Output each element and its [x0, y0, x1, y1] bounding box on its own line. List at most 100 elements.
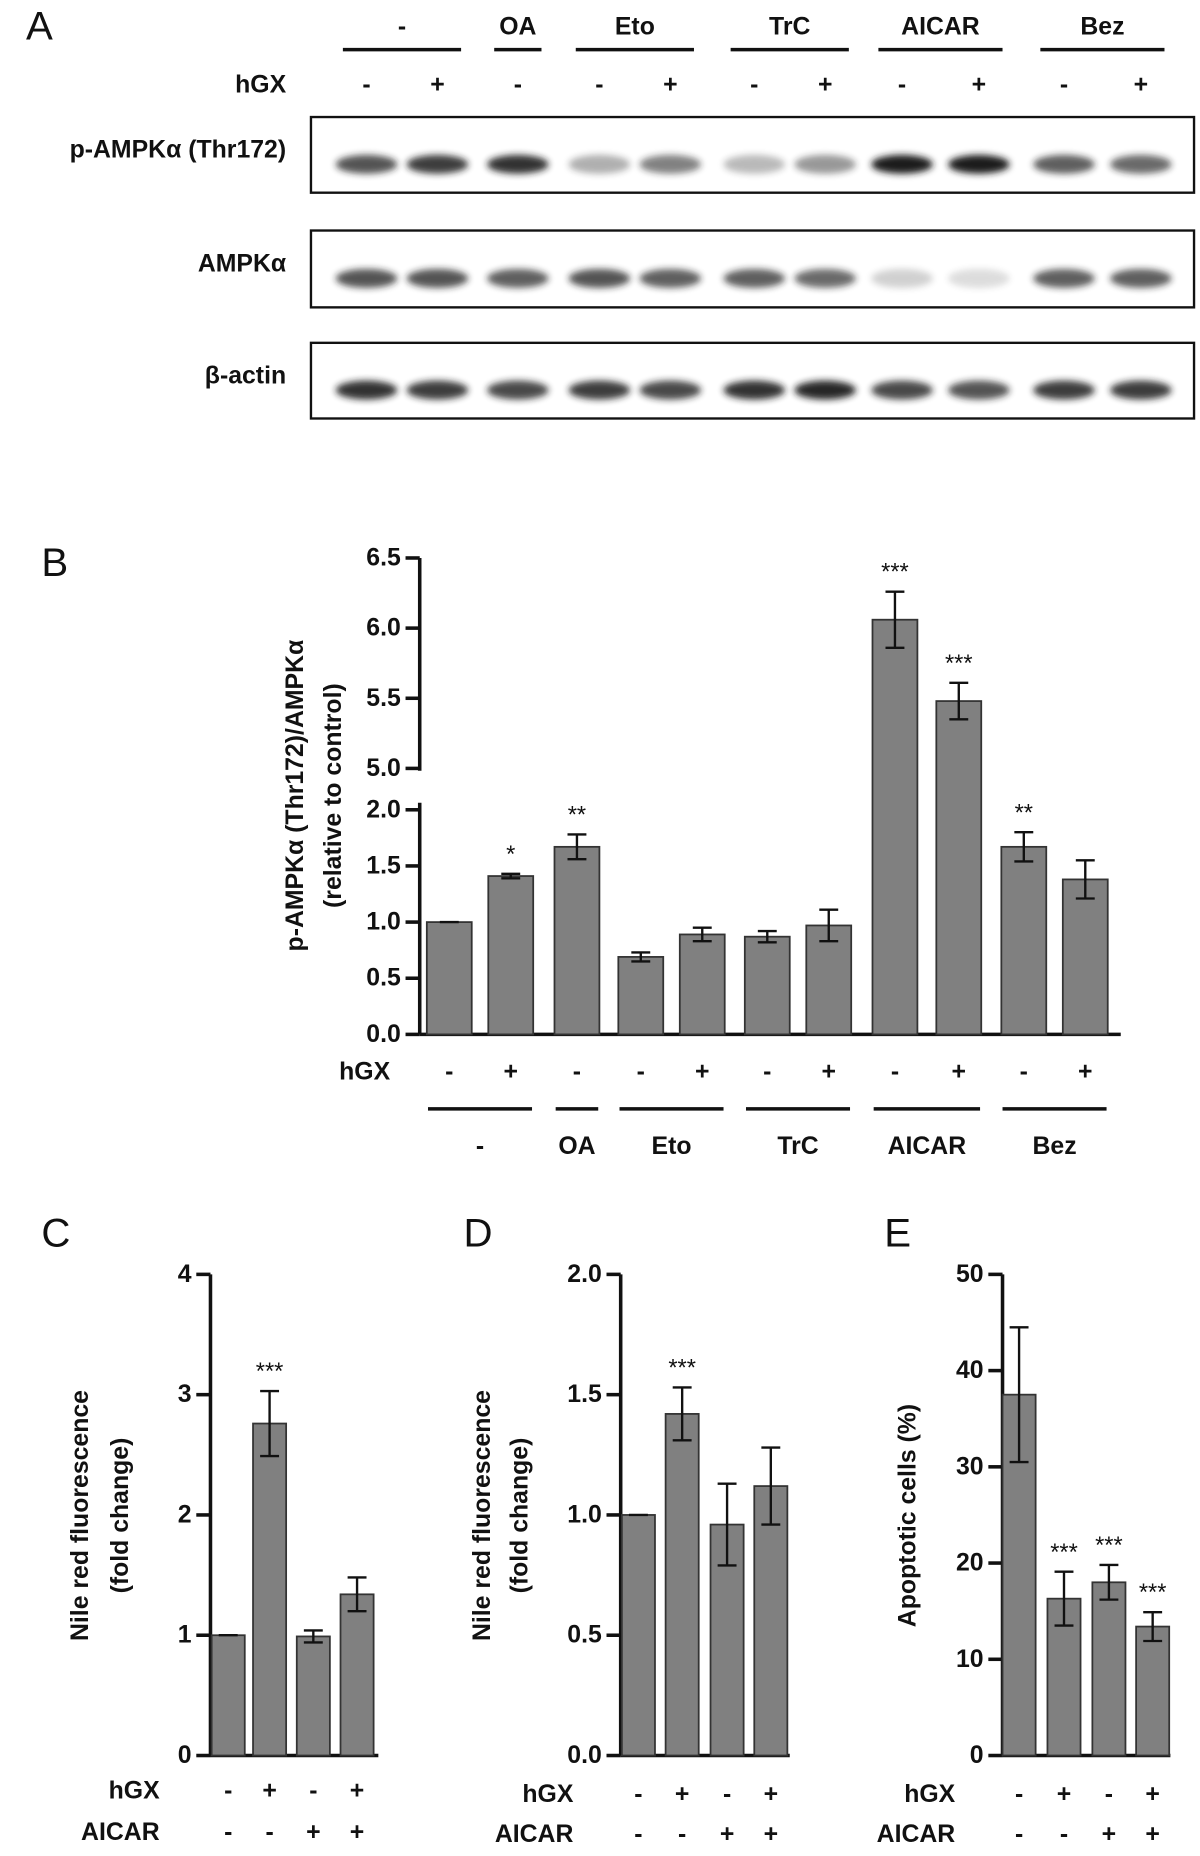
sign: -	[1015, 1821, 1023, 1848]
band	[948, 380, 1010, 400]
error-bar	[1143, 1610, 1163, 1643]
y-tick-label: 2.0	[366, 796, 400, 823]
bar	[617, 956, 665, 1036]
bar	[664, 1413, 700, 1757]
sign: -	[445, 1059, 453, 1086]
blot-row-label: β-actin	[205, 362, 286, 389]
condition-label: AICAR	[495, 1821, 574, 1848]
sign: +	[1078, 1059, 1093, 1086]
band	[794, 268, 856, 288]
error-bar	[819, 908, 839, 943]
significance: ***	[256, 1359, 284, 1385]
condition-label: hGX	[904, 1781, 955, 1808]
y-tick-label: 6.0	[366, 615, 400, 642]
y-tick-label: 2	[178, 1501, 192, 1528]
group-label: -	[398, 14, 406, 41]
blot-row-label: p-AMPKα (Thr172)	[70, 137, 287, 164]
band	[568, 154, 631, 174]
y-tick-label: 0	[970, 1742, 984, 1769]
sign: -	[763, 1059, 771, 1086]
group-label: OA	[558, 1133, 595, 1160]
band	[871, 380, 933, 400]
band	[568, 268, 631, 288]
sign: +	[262, 1777, 277, 1804]
bar	[1000, 845, 1048, 1036]
y-axis-label: (fold change)	[507, 1438, 534, 1594]
band	[639, 154, 702, 174]
error-bar	[1009, 1326, 1029, 1464]
band	[723, 268, 786, 288]
sign: -	[750, 72, 758, 99]
significance: ***	[1050, 1540, 1078, 1566]
error-bar	[1014, 831, 1034, 863]
sign: +	[972, 72, 987, 99]
panel-letter: D	[463, 1210, 492, 1255]
y-tick-label: 1	[178, 1622, 192, 1649]
group-label: OA	[499, 14, 536, 41]
y-tick-label: 20	[956, 1550, 984, 1577]
panel-letter: A	[26, 4, 53, 49]
sign: +	[1145, 1781, 1160, 1808]
group-label: Eto	[652, 1133, 692, 1160]
sign: -	[1015, 1781, 1023, 1808]
sign: -	[1060, 72, 1068, 99]
band	[487, 154, 549, 174]
sign: +	[1145, 1821, 1160, 1848]
sign: +	[952, 1059, 967, 1086]
band	[1110, 380, 1172, 400]
group-label: -	[476, 1133, 484, 1160]
group-label: AICAR	[888, 1133, 967, 1160]
group-label: AICAR	[901, 14, 980, 41]
error-bar	[885, 590, 905, 649]
band	[794, 154, 856, 174]
condition-label: AICAR	[81, 1819, 160, 1846]
y-tick-label: 6.5	[366, 544, 401, 571]
bar	[295, 1635, 331, 1757]
band	[639, 268, 702, 288]
bar	[935, 700, 983, 1036]
group-label: Bez	[1032, 1133, 1076, 1160]
band	[871, 268, 933, 288]
bar	[339, 1593, 375, 1757]
significance: ***	[1139, 1580, 1167, 1606]
band	[639, 380, 702, 400]
condition-label: hGX	[339, 1059, 390, 1086]
group-label: TrC	[777, 1133, 818, 1160]
bar	[1135, 1625, 1171, 1757]
y-tick-label: 5.0	[366, 755, 400, 782]
error-bar	[949, 681, 969, 721]
band	[568, 380, 631, 400]
sign: -	[265, 1819, 273, 1846]
bar	[553, 845, 601, 1036]
group-label: Eto	[615, 14, 655, 41]
band	[948, 154, 1010, 174]
bar	[805, 924, 853, 1036]
sign: +	[503, 1059, 518, 1086]
sign: -	[1060, 1821, 1068, 1848]
bar	[709, 1523, 745, 1757]
bar	[743, 935, 791, 1036]
sign: -	[678, 1821, 686, 1848]
bar	[753, 1485, 789, 1757]
sign: -	[891, 1059, 899, 1086]
bar	[871, 618, 919, 1036]
sign: -	[362, 72, 370, 99]
sign: +	[1134, 72, 1149, 99]
band	[1110, 154, 1172, 174]
y-tick-label: 1.5	[567, 1381, 602, 1408]
y-tick-label: 1.5	[366, 852, 401, 879]
y-tick-label: 40	[956, 1357, 984, 1384]
band	[948, 268, 1010, 288]
y-tick-label: 1.0	[567, 1501, 602, 1528]
condition-label: hGX	[522, 1781, 573, 1808]
sign: +	[695, 1059, 710, 1086]
y-axis-label: p-AMPKα (Thr172)/AMPKα	[282, 640, 309, 952]
band	[1033, 380, 1095, 400]
significance: ***	[881, 560, 909, 586]
sign: -	[634, 1821, 642, 1848]
band	[406, 380, 469, 400]
band	[723, 380, 786, 400]
band	[335, 380, 398, 400]
error-bar	[567, 833, 587, 861]
